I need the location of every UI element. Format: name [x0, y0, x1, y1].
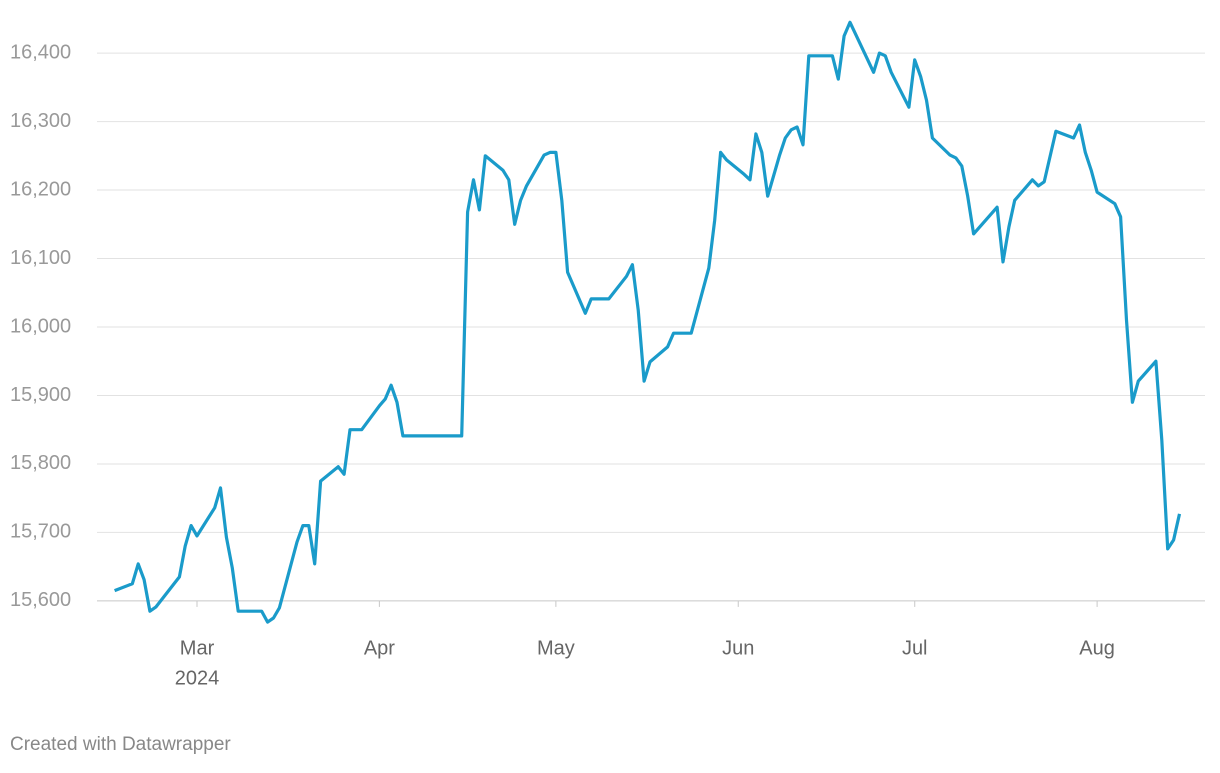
y-tick-label: 15,900: [10, 384, 71, 406]
y-tick-label: 15,600: [10, 589, 71, 611]
x-tick-label: Jul: [902, 637, 928, 659]
line-series: [114, 20, 1182, 624]
x-year-label: 2024: [175, 667, 220, 689]
x-tick-label: Aug: [1079, 637, 1115, 659]
x-tick-label: May: [537, 637, 575, 659]
y-tick-label: 15,700: [10, 521, 71, 543]
x-tick-label: Apr: [364, 637, 395, 659]
y-tick-label: 16,400: [10, 41, 71, 63]
footer: Created with Datawrapper: [10, 734, 231, 755]
y-tick-label: 16,000: [10, 315, 71, 337]
y-tick-label: 16,200: [10, 178, 71, 200]
y-tick-label: 15,800: [10, 452, 71, 474]
x-tick-label: Mar: [180, 637, 215, 659]
y-tick-label: 16,300: [10, 110, 71, 132]
y-tick-label: 16,100: [10, 247, 71, 269]
x-tick-label: Jun: [722, 637, 754, 659]
